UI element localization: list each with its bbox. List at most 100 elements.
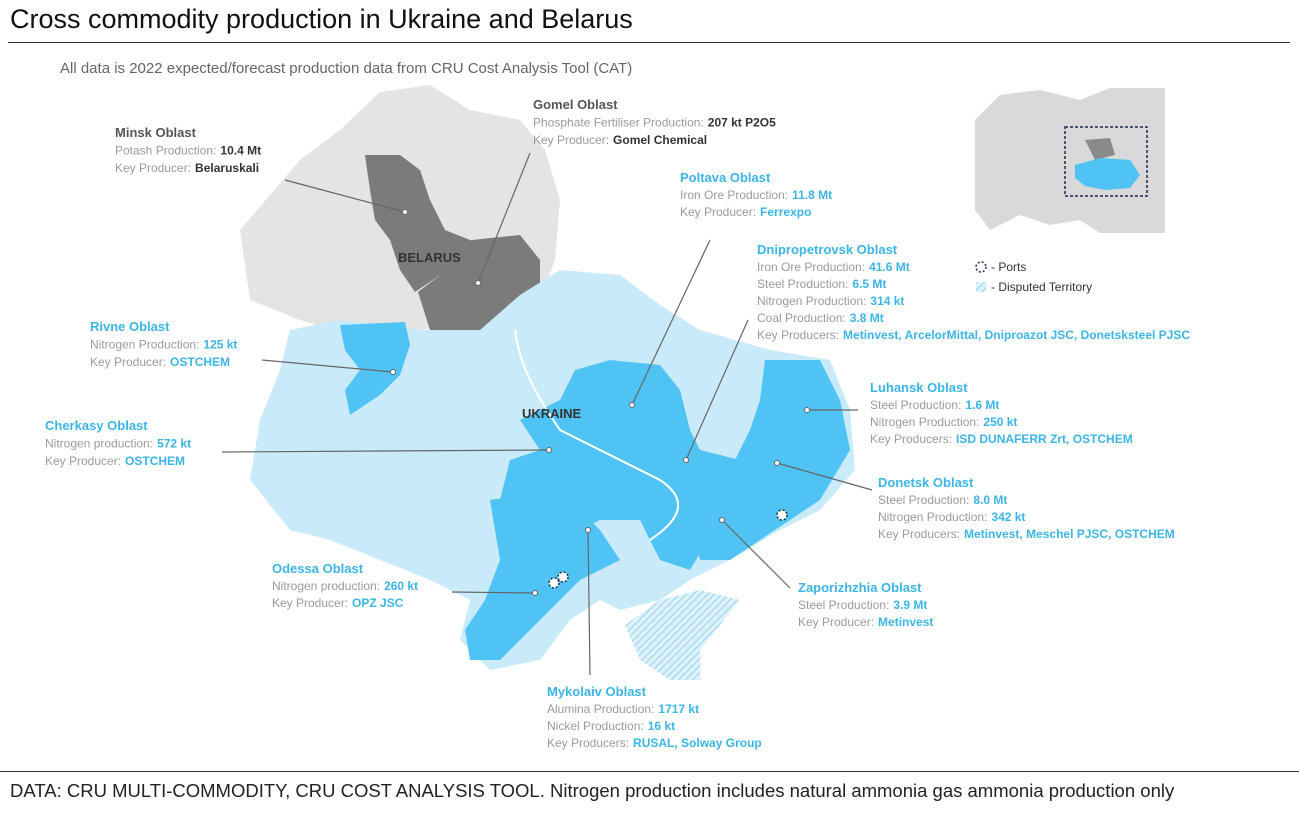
region-detail: Key Producers: Metinvest, Meschel PJSC, O… <box>878 527 1175 541</box>
detail-label: Potash Production: <box>115 144 216 158</box>
detail-label: Key Producer: <box>90 355 166 369</box>
region-name: Rivne Oblast <box>90 319 170 334</box>
inset-map <box>975 88 1165 233</box>
title-rule <box>8 42 1290 43</box>
region-point <box>402 209 408 215</box>
legend-label: - Ports <box>991 260 1026 274</box>
detail-value: 125 kt <box>203 338 237 352</box>
detail-label: Nickel Production: <box>547 719 644 733</box>
detail-value: Metinvest <box>878 615 933 629</box>
detail-label: Key Producer: <box>680 205 756 219</box>
legend-disputed-symbol <box>976 282 986 292</box>
leader-line <box>776 462 873 491</box>
region-name: Poltava Oblast <box>680 170 771 185</box>
region-name: Donetsk Oblast <box>878 475 974 490</box>
leader-line <box>477 152 531 284</box>
river <box>514 329 680 541</box>
crimea <box>625 590 740 680</box>
region-detail: Steel Production: 8.0 Mt <box>878 493 1007 507</box>
detail-label: Iron Ore Production: <box>757 260 865 274</box>
detail-value: 3.8 Mt <box>850 311 884 325</box>
region-detail: Key Producer: Belaruskali <box>115 161 259 175</box>
detail-value: 6.5 Mt <box>852 277 886 291</box>
leader-line <box>721 519 791 589</box>
region-point <box>475 280 481 286</box>
detail-label: Key Producer: <box>45 454 121 468</box>
detail-value: 342 kt <box>991 510 1025 524</box>
region-point <box>719 517 725 523</box>
detail-value: 41.6 Mt <box>869 260 910 274</box>
region-name: Cherkasy Oblast <box>45 418 148 433</box>
region-point <box>629 402 635 408</box>
detail-value: ISD DUNAFERR Zrt, OSTCHEM <box>956 432 1133 446</box>
leader-line <box>451 591 536 594</box>
detail-label: Nitrogen Production: <box>878 510 987 524</box>
region-detail: Nitrogen production: 260 kt <box>272 579 418 593</box>
detail-label: Nitrogen production: <box>272 579 380 593</box>
region-detail: Key Producers: Metinvest, ArcelorMittal, … <box>757 328 1190 342</box>
detail-value: Belaruskali <box>195 161 259 175</box>
region-detail: Phosphate Fertiliser Production: 207 kt P… <box>533 116 776 130</box>
detail-value: 1.6 Mt <box>965 398 999 412</box>
detail-label: Steel Production: <box>870 398 961 412</box>
detail-value: Metinvest, Meschel PJSC, OSTCHEM <box>964 527 1175 541</box>
leader-line <box>587 529 591 676</box>
detail-label: Coal Production: <box>757 311 846 325</box>
map: All data is 2022 expected/forecast produ… <box>45 60 1190 750</box>
rivne-region <box>340 322 410 415</box>
region-detail: Key Producer: Ferrexpo <box>680 205 811 219</box>
map-label: BELARUS <box>398 250 461 265</box>
detail-label: Steel Production: <box>798 598 889 612</box>
region-name: Minsk Oblast <box>115 125 197 140</box>
detail-value: 260 kt <box>384 579 418 593</box>
detail-label: Key Producer: <box>272 596 348 610</box>
detail-label: Iron Ore Production: <box>680 188 788 202</box>
detail-value: 314 kt <box>870 294 904 308</box>
region-detail: Nitrogen Production: 314 kt <box>757 294 904 308</box>
detail-label: Steel Production: <box>757 277 848 291</box>
detail-value: RUSAL, Solway Group <box>633 736 762 750</box>
legend-port-symbol <box>975 261 987 273</box>
detail-value: Gomel Chemical <box>613 133 707 147</box>
detail-label: Nitrogen Production: <box>870 415 979 429</box>
detail-value: 11.8 Mt <box>792 188 832 202</box>
footer: DATA: CRU MULTI-COMMODITY, CRU COST ANAL… <box>10 780 1175 801</box>
detail-label: Key Producer: <box>115 161 191 175</box>
region-name: Odessa Oblast <box>272 561 364 576</box>
detail-label: Key Producers: <box>547 736 629 750</box>
detail-value: 207 kt P2O5 <box>708 116 776 130</box>
detail-value: 8.0 Mt <box>973 493 1007 507</box>
map-label: UKRAINE <box>522 406 582 421</box>
detail-label: Nitrogen production: <box>45 437 153 451</box>
port <box>548 577 560 589</box>
port <box>557 571 569 583</box>
southern-regions <box>465 490 620 660</box>
leader-line <box>685 319 749 461</box>
detail-label: Nitrogen Production: <box>90 338 199 352</box>
subtitle: All data is 2022 expected/forecast produ… <box>60 60 632 77</box>
region-detail: Potash Production: 10.4 Mt <box>115 144 261 158</box>
leader-line <box>261 359 394 373</box>
region-detail: Nitrogen Production: 125 kt <box>90 338 237 352</box>
region-point <box>774 460 780 466</box>
region-detail: Nitrogen production: 572 kt <box>45 437 191 451</box>
region-detail: Steel Production: 1.6 Mt <box>870 398 999 412</box>
region-name: Zaporizhzhia Oblast <box>798 580 922 595</box>
region-point <box>546 447 552 453</box>
region-detail: Key Producers: RUSAL, Solway Group <box>547 736 762 750</box>
region-detail: Nitrogen Production: 342 kt <box>878 510 1025 524</box>
detail-value: 1717 kt <box>658 702 699 716</box>
region-name: Mykolaiv Oblast <box>547 684 647 699</box>
detail-label: Key Producers: <box>878 527 960 541</box>
detail-label: Key Producers: <box>757 328 839 342</box>
legend-label: - Disputed Territory <box>991 280 1092 294</box>
region-name: Gomel Oblast <box>533 97 618 112</box>
region-point <box>585 527 591 533</box>
region-detail: Key Producer: OSTCHEM <box>45 454 185 468</box>
region-point <box>390 369 396 375</box>
region-detail: Alumina Production: 1717 kt <box>547 702 699 716</box>
footer-rule <box>0 771 1299 772</box>
region-point <box>532 590 538 596</box>
region-point <box>683 457 689 463</box>
